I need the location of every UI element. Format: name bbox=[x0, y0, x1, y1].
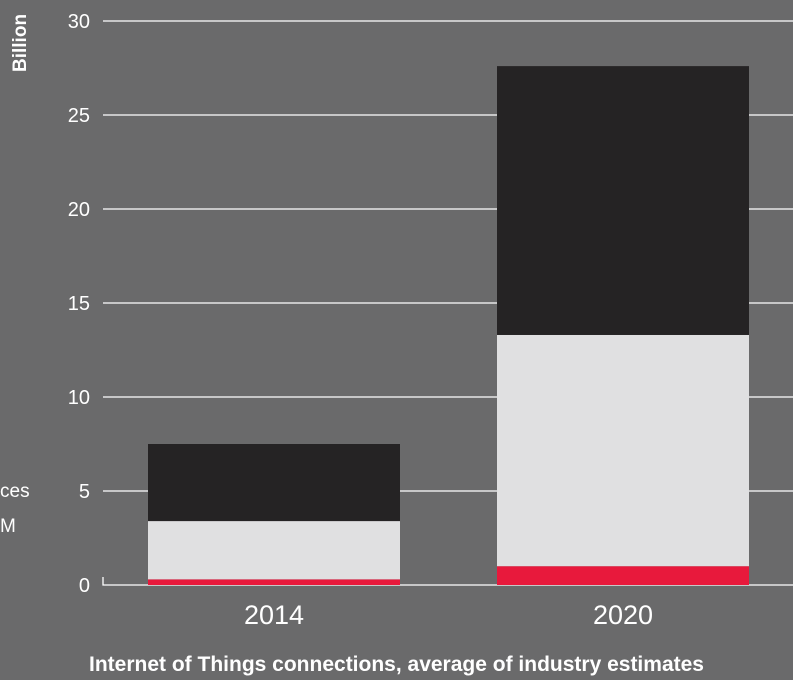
label-layer: 0 5 10 15 20 25 30 2014 2020 bbox=[68, 11, 653, 630]
bar-2020-segment-1 bbox=[497, 566, 749, 585]
y-tick-label-30: 30 bbox=[68, 11, 90, 33]
cutoff-legend-text-2: M bbox=[0, 516, 16, 537]
bar-2020-segment-2 bbox=[497, 334, 749, 567]
cutoff-legend-text-1: ces bbox=[0, 481, 30, 502]
y-tick-label-10: 10 bbox=[68, 387, 90, 409]
x-tick-label-2020: 2020 bbox=[593, 600, 653, 630]
x-tick-label-2014: 2014 bbox=[244, 600, 304, 630]
bar-2014-segment-1 bbox=[148, 579, 400, 585]
y-tick-label-5: 5 bbox=[79, 481, 90, 503]
y-tick-label-20: 20 bbox=[68, 199, 90, 221]
y-tick-label-25: 25 bbox=[68, 105, 90, 127]
bar-2014-segment-2 bbox=[148, 521, 400, 580]
bar-2014-segment-3 bbox=[148, 444, 400, 522]
bar-2020-segment-3 bbox=[497, 66, 749, 335]
bar-layer bbox=[148, 66, 749, 585]
y-tick-label-0: 0 bbox=[79, 575, 90, 597]
y-tick-label-15: 15 bbox=[68, 293, 90, 315]
chart-caption: Internet of Things connections, average … bbox=[89, 653, 704, 676]
